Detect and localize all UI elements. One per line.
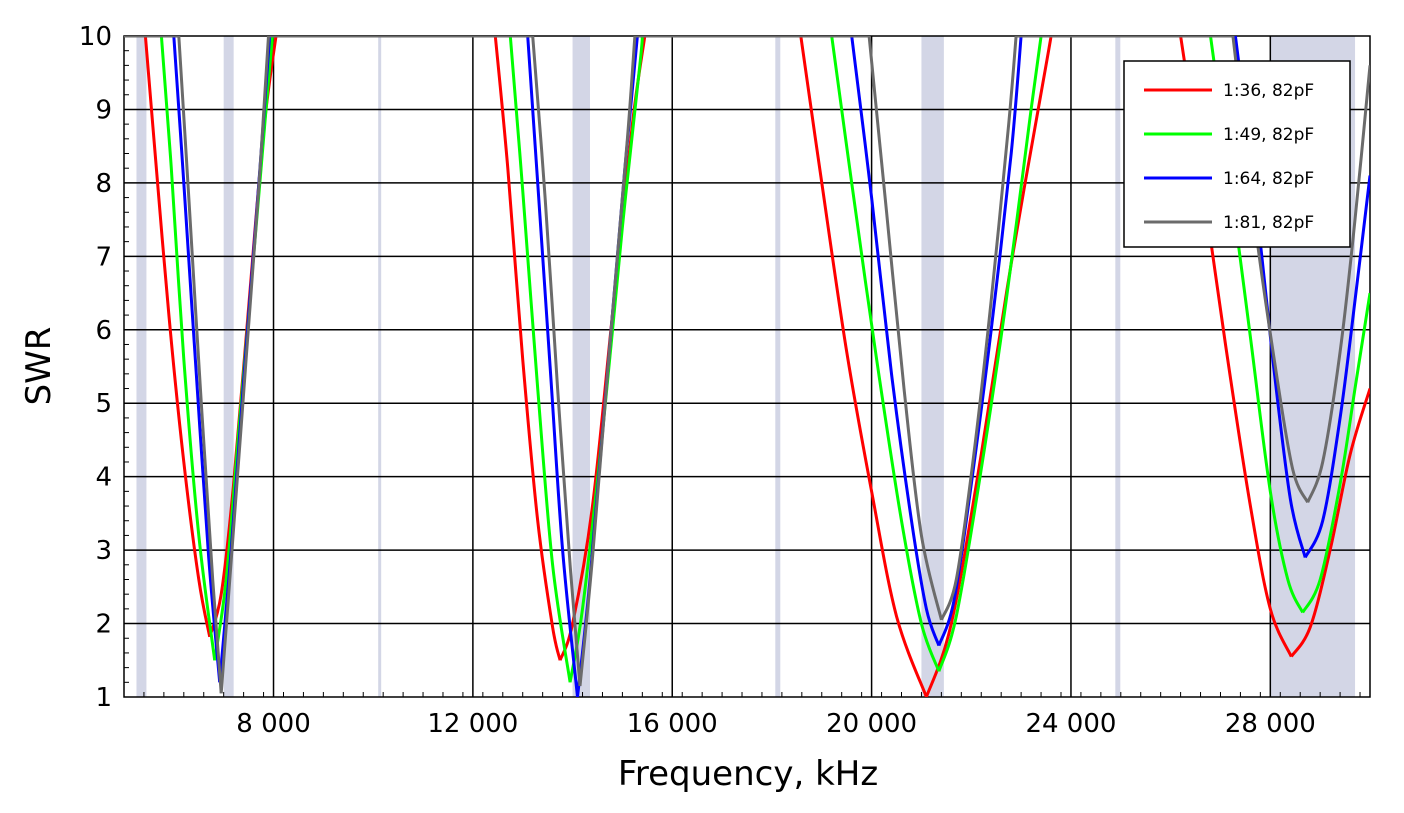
y-axis-label: SWR (19, 327, 59, 406)
x-axis-label: Frequency, kHz (618, 754, 878, 794)
legend-label-3: 1:81, 82pF (1223, 213, 1314, 233)
y-tick-label-3: 4 (95, 463, 112, 493)
x-tick-label-5: 28 000 (1225, 709, 1316, 739)
y-tick-label-9: 10 (79, 22, 112, 52)
legend-label-1: 1:49, 82pF (1223, 125, 1314, 145)
band-0 (136, 36, 147, 697)
series-1-dip-2-right (937, 36, 1043, 672)
y-tick-label-6: 7 (95, 242, 112, 272)
x-tick-labels: 8 000 12 000 16 000 20 000 24 000 28 000 (236, 709, 1316, 739)
series-3-dip-2-right (939, 36, 1018, 621)
legend: 1:36, 82pF 1:49, 82pF 1:64, 82pF 1:81, 82pF (1123, 60, 1351, 248)
band-2 (378, 36, 382, 697)
series-2-dip-2-left (850, 36, 941, 647)
series-0-dip-0-left (143, 36, 212, 638)
band-1 (223, 36, 234, 697)
series-1-dip-3-right (1301, 292, 1370, 614)
x-tick-label-3: 20 000 (826, 709, 917, 739)
x-tick-label-1: 12 000 (427, 709, 518, 739)
band-6 (1115, 36, 1121, 697)
series-1-dip-1-left (508, 36, 572, 683)
series-3-dip-1-right (578, 36, 637, 687)
series-0-dip-1-left (493, 36, 562, 661)
series-3-dip-0-left (177, 36, 223, 694)
band-3 (572, 36, 591, 697)
y-tick-label-7: 8 (95, 169, 112, 199)
series-3-dip-3-right (1306, 65, 1370, 503)
x-tick-label-0: 8 000 (236, 709, 310, 739)
x-tick-label-2: 16 000 (627, 709, 718, 739)
band-5 (921, 36, 944, 697)
series-0-dip-2-left (799, 36, 928, 697)
legend-label-2: 1:64, 82pF (1223, 169, 1314, 189)
minor-ticks (123, 50, 1361, 697)
y-tick-labels: 1 2 3 4 5 6 7 8 9 10 (79, 22, 112, 713)
series-2-dip-2-right (937, 36, 1023, 647)
y-tick-label-0: 1 (95, 683, 112, 713)
band-4 (775, 36, 781, 697)
series-2-dip-3-right (1303, 175, 1370, 559)
y-tick-label-2: 3 (95, 536, 112, 566)
grid-lines (124, 36, 1370, 697)
series-3-dip-1-left (531, 36, 582, 687)
legend-label-0: 1:36, 82pF (1223, 81, 1314, 101)
series-0-dip-3-right (1290, 388, 1370, 658)
legend-box (1123, 60, 1351, 248)
series-1-dip-2-left (830, 36, 941, 672)
y-tick-label-8: 9 (95, 95, 112, 125)
y-tick-label-1: 2 (95, 610, 112, 640)
y-tick-label-4: 5 (95, 389, 112, 419)
series-1-dip-0-left (159, 36, 217, 661)
series-3-dip-2-left (867, 36, 943, 621)
x-tick-label-4: 24 000 (1025, 709, 1116, 739)
series-2-dip-0-left (172, 36, 222, 683)
series-lines (124, 36, 1370, 697)
series-2-dip-1-left (526, 36, 579, 697)
series-3-dip-0-right (219, 36, 270, 694)
y-tick-label-5: 6 (95, 316, 112, 346)
series-0-dip-2-right (924, 36, 1053, 697)
